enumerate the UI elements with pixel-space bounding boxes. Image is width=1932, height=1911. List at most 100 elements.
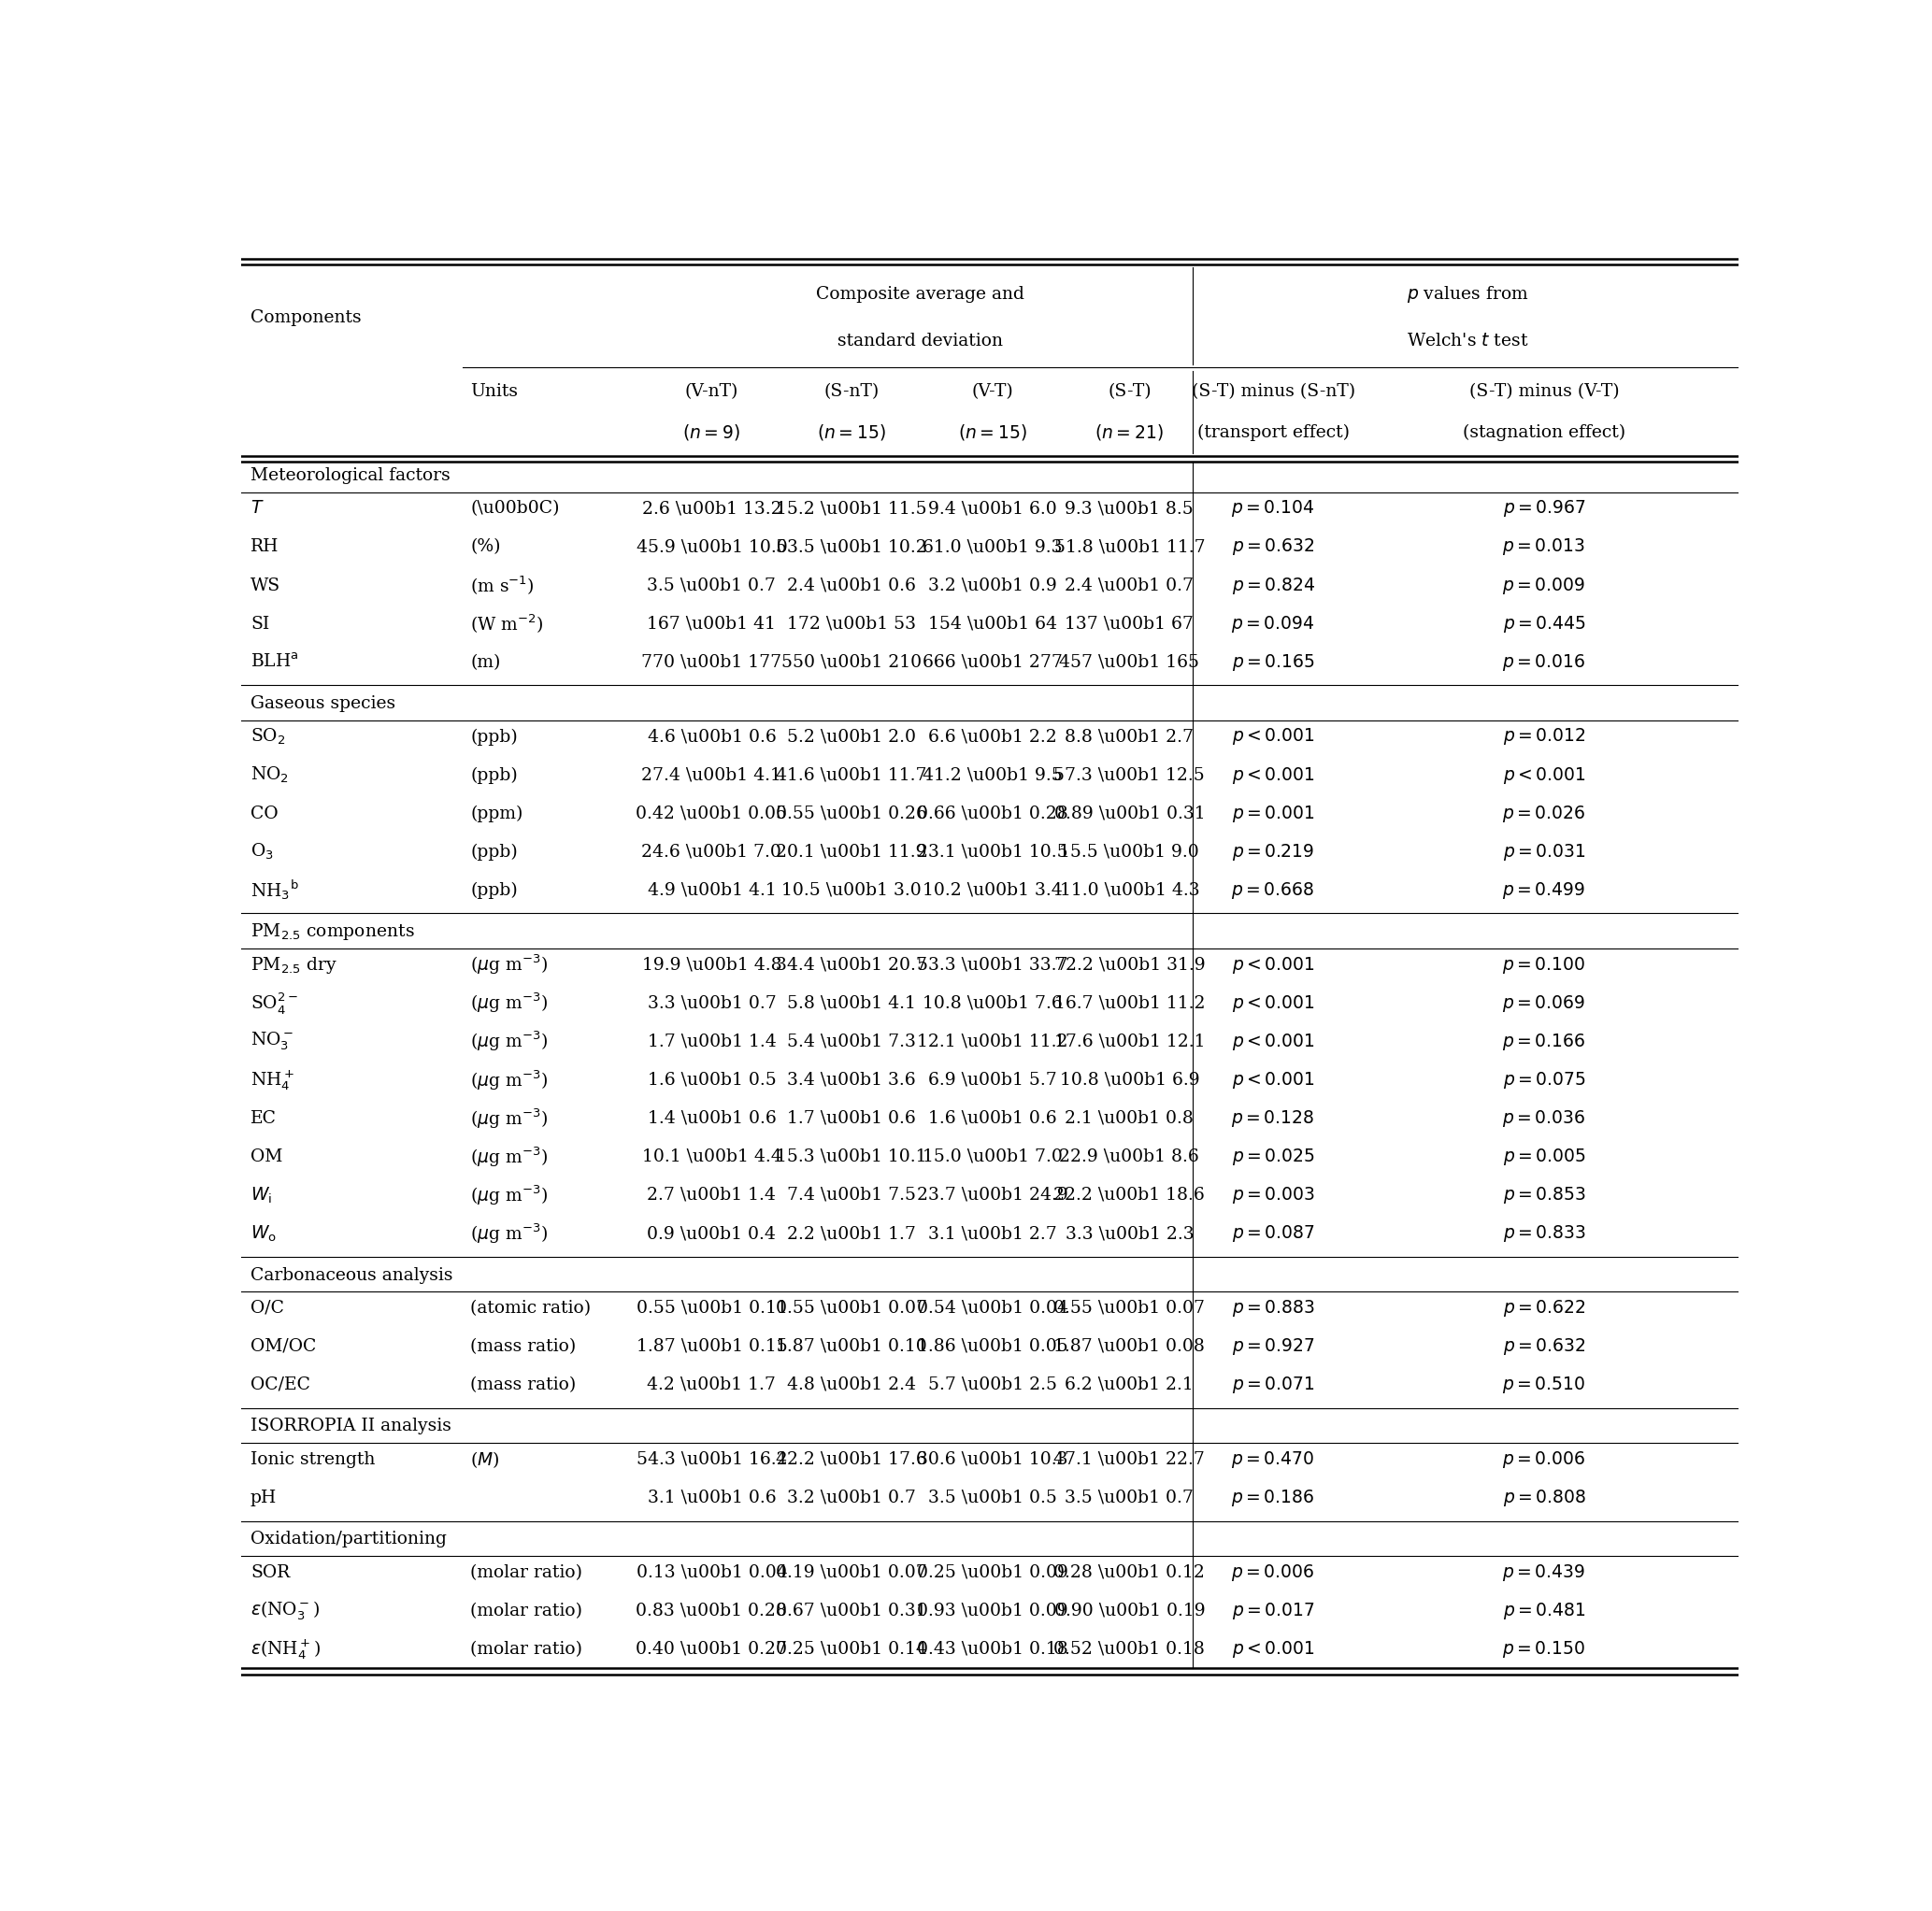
Text: 2.4 \u00b1 0.6: 2.4 \u00b1 0.6: [786, 577, 916, 594]
Text: $p < 0.001$: $p < 0.001$: [1503, 764, 1586, 785]
Text: $p < 0.001$: $p < 0.001$: [1231, 1070, 1314, 1091]
Text: $p = 0.006$: $p = 0.006$: [1503, 1449, 1586, 1470]
Text: $p = 0.017$: $p = 0.017$: [1231, 1601, 1314, 1621]
Text: (ppb): (ppb): [471, 843, 518, 860]
Text: NO$_3^-$: NO$_3^-$: [251, 1030, 294, 1053]
Text: $p = 0.150$: $p = 0.150$: [1503, 1640, 1586, 1659]
Text: RH: RH: [251, 539, 278, 556]
Text: 30.6 \u00b1 10.3: 30.6 \u00b1 10.3: [918, 1450, 1068, 1468]
Text: $T$: $T$: [251, 501, 265, 518]
Text: (V-T): (V-T): [972, 382, 1012, 399]
Text: (S-T): (S-T): [1107, 382, 1151, 399]
Text: 5.7 \u00b1 2.5: 5.7 \u00b1 2.5: [927, 1376, 1057, 1393]
Text: 17.6 \u00b1 12.1: 17.6 \u00b1 12.1: [1055, 1034, 1206, 1049]
Text: 0.89 \u00b1 0.31: 0.89 \u00b1 0.31: [1053, 805, 1206, 822]
Text: 3.3 \u00b1 0.7: 3.3 \u00b1 0.7: [647, 996, 777, 1011]
Text: 6.9 \u00b1 5.7: 6.9 \u00b1 5.7: [927, 1072, 1057, 1089]
Text: $p = 0.632$: $p = 0.632$: [1503, 1336, 1586, 1357]
Text: 3.5 \u00b1 0.5: 3.5 \u00b1 0.5: [927, 1489, 1057, 1506]
Text: 4.9 \u00b1 4.1: 4.9 \u00b1 4.1: [647, 881, 777, 898]
Text: 1.4 \u00b1 0.6: 1.4 \u00b1 0.6: [647, 1110, 777, 1127]
Text: 16.7 \u00b1 11.2: 16.7 \u00b1 11.2: [1055, 996, 1206, 1011]
Text: 0.55 \u00b1 0.26: 0.55 \u00b1 0.26: [777, 805, 927, 822]
Text: 0.40 \u00b1 0.27: 0.40 \u00b1 0.27: [636, 1642, 788, 1657]
Text: 15.2 \u00b1 11.5: 15.2 \u00b1 11.5: [777, 501, 927, 518]
Text: (m): (m): [471, 654, 500, 671]
Text: Units: Units: [471, 382, 518, 399]
Text: 53.5 \u00b1 10.2: 53.5 \u00b1 10.2: [777, 539, 927, 556]
Text: 137 \u00b1 67: 137 \u00b1 67: [1065, 615, 1194, 633]
Text: 61.0 \u00b1 9.3: 61.0 \u00b1 9.3: [922, 539, 1063, 556]
Text: 2.4 \u00b1 0.7: 2.4 \u00b1 0.7: [1065, 577, 1194, 594]
Text: 0.28 \u00b1 0.12: 0.28 \u00b1 0.12: [1053, 1563, 1206, 1580]
Text: 0.42 \u00b1 0.05: 0.42 \u00b1 0.05: [636, 805, 788, 822]
Text: 1.87 \u00b1 0.10: 1.87 \u00b1 0.10: [777, 1338, 927, 1355]
Text: OC/EC: OC/EC: [251, 1376, 311, 1393]
Text: 22.9 \u00b1 8.6: 22.9 \u00b1 8.6: [1059, 1149, 1200, 1166]
Text: $p = 0.075$: $p = 0.075$: [1503, 1070, 1586, 1091]
Text: 666 \u00b1 277: 666 \u00b1 277: [922, 654, 1063, 671]
Text: $p < 0.001$: $p < 0.001$: [1231, 1640, 1314, 1659]
Text: $p = 0.001$: $p = 0.001$: [1231, 803, 1314, 824]
Text: 3.3 \u00b1 2.3: 3.3 \u00b1 2.3: [1065, 1225, 1194, 1242]
Text: $p = 0.009$: $p = 0.009$: [1503, 575, 1586, 596]
Text: 2.2 \u00b1 1.7: 2.2 \u00b1 1.7: [786, 1225, 916, 1242]
Text: PM$_{2.5}$ components: PM$_{2.5}$ components: [251, 921, 415, 942]
Text: $W_\mathrm{i}$: $W_\mathrm{i}$: [251, 1185, 272, 1206]
Text: NO$_2$: NO$_2$: [251, 764, 290, 785]
Text: $p = 0.069$: $p = 0.069$: [1503, 994, 1586, 1013]
Text: (transport effect): (transport effect): [1198, 424, 1349, 441]
Text: $p = 0.927$: $p = 0.927$: [1233, 1336, 1314, 1357]
Text: ISORROPIA II analysis: ISORROPIA II analysis: [251, 1418, 452, 1435]
Text: $p = 0.016$: $p = 0.016$: [1503, 652, 1586, 673]
Text: $p = 0.036$: $p = 0.036$: [1503, 1108, 1586, 1129]
Text: Gaseous species: Gaseous species: [251, 696, 396, 713]
Text: 0.43 \u00b1 0.18: 0.43 \u00b1 0.18: [918, 1642, 1068, 1657]
Text: 1.7 \u00b1 1.4: 1.7 \u00b1 1.4: [647, 1034, 777, 1049]
Text: 42.2 \u00b1 17.6: 42.2 \u00b1 17.6: [777, 1450, 927, 1468]
Text: $p = 0.071$: $p = 0.071$: [1231, 1374, 1314, 1395]
Text: $p = 0.026$: $p = 0.026$: [1503, 803, 1586, 824]
Text: standard deviation: standard deviation: [837, 333, 1003, 350]
Text: 5.4 \u00b1 7.3: 5.4 \u00b1 7.3: [786, 1034, 916, 1049]
Text: 5.2 \u00b1 2.0: 5.2 \u00b1 2.0: [786, 728, 916, 745]
Text: 3.2 \u00b1 0.7: 3.2 \u00b1 0.7: [786, 1489, 916, 1506]
Text: 0.25 \u00b1 0.09: 0.25 \u00b1 0.09: [918, 1563, 1068, 1580]
Text: 0.19 \u00b1 0.07: 0.19 \u00b1 0.07: [777, 1563, 927, 1580]
Text: 15.3 \u00b1 10.1: 15.3 \u00b1 10.1: [777, 1149, 927, 1166]
Text: 6.6 \u00b1 2.2: 6.6 \u00b1 2.2: [927, 728, 1057, 745]
Text: 3.2 \u00b1 0.9: 3.2 \u00b1 0.9: [927, 577, 1057, 594]
Text: $p = 0.128$: $p = 0.128$: [1231, 1108, 1316, 1129]
Text: 3.5 \u00b1 0.7: 3.5 \u00b1 0.7: [647, 577, 777, 594]
Text: 172 \u00b1 53: 172 \u00b1 53: [786, 615, 916, 633]
Text: 0.83 \u00b1 0.28: 0.83 \u00b1 0.28: [636, 1603, 788, 1619]
Text: (S-T) minus (V-T): (S-T) minus (V-T): [1468, 382, 1619, 399]
Text: $p = 0.013$: $p = 0.013$: [1503, 537, 1586, 558]
Text: 6.2 \u00b1 2.1: 6.2 \u00b1 2.1: [1065, 1376, 1194, 1393]
Text: 0.52 \u00b1 0.18: 0.52 \u00b1 0.18: [1053, 1642, 1206, 1657]
Text: 2.7 \u00b1 1.4: 2.7 \u00b1 1.4: [647, 1187, 777, 1204]
Text: EC: EC: [251, 1110, 276, 1127]
Text: 3.1 \u00b1 2.7: 3.1 \u00b1 2.7: [927, 1225, 1057, 1242]
Text: $p = 0.824$: $p = 0.824$: [1231, 575, 1316, 596]
Text: 1.6 \u00b1 0.5: 1.6 \u00b1 0.5: [647, 1072, 777, 1089]
Text: 550 \u00b1 210: 550 \u00b1 210: [781, 654, 922, 671]
Text: 457 \u00b1 165: 457 \u00b1 165: [1059, 654, 1200, 671]
Text: ($M$): ($M$): [471, 1449, 500, 1470]
Text: 3.1 \u00b1 0.6: 3.1 \u00b1 0.6: [647, 1489, 777, 1506]
Text: 47.1 \u00b1 22.7: 47.1 \u00b1 22.7: [1053, 1450, 1206, 1468]
Text: 9.3 \u00b1 8.5: 9.3 \u00b1 8.5: [1065, 501, 1194, 518]
Text: 9.4 \u00b1 6.0: 9.4 \u00b1 6.0: [927, 501, 1057, 518]
Text: 8.8 \u00b1 2.7: 8.8 \u00b1 2.7: [1065, 728, 1194, 745]
Text: SOR: SOR: [251, 1563, 290, 1580]
Text: 34.4 \u00b1 20.7: 34.4 \u00b1 20.7: [777, 957, 927, 973]
Text: $p = 0.808$: $p = 0.808$: [1503, 1487, 1586, 1508]
Text: (\u00b0C): (\u00b0C): [471, 501, 560, 518]
Text: ($\mu$g m$^{-3}$): ($\mu$g m$^{-3}$): [471, 1221, 549, 1246]
Text: (S-nT): (S-nT): [823, 382, 879, 399]
Text: 0.54 \u00b1 0.04: 0.54 \u00b1 0.04: [916, 1299, 1068, 1317]
Text: 0.55 \u00b1 0.07: 0.55 \u00b1 0.07: [777, 1299, 927, 1317]
Text: 4.8 \u00b1 2.4: 4.8 \u00b1 2.4: [786, 1376, 916, 1393]
Text: O/C: O/C: [251, 1299, 284, 1317]
Text: (atomic ratio): (atomic ratio): [471, 1299, 591, 1317]
